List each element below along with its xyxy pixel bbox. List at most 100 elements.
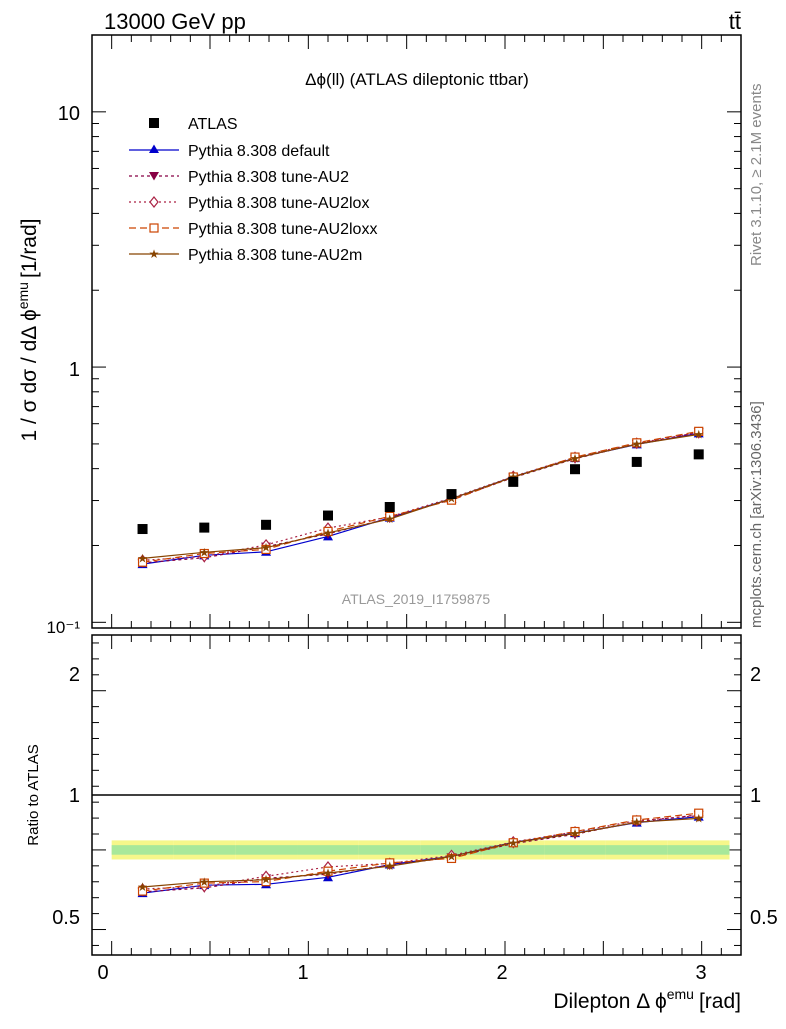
legend-label-atlas: ATLAS <box>188 116 238 133</box>
ratio-band-inner <box>358 845 421 855</box>
series-3-point <box>261 544 271 555</box>
x-axis-label: Dilepton Δ ϕemu [rad] <box>553 986 741 1013</box>
series-3-point <box>694 426 704 436</box>
ratio-4-point: ★ <box>384 859 395 873</box>
series-line-0 <box>142 432 699 565</box>
y-axis-label-main-unit: [1/rad] <box>18 218 41 278</box>
ratio-band-inner <box>605 845 668 855</box>
atlas-data-point <box>323 510 333 521</box>
legend-marker-series-3 <box>149 223 159 233</box>
legend-marker-atlas <box>149 118 159 128</box>
ratio-band-inner <box>235 845 298 855</box>
ratio-line-2 <box>142 815 699 890</box>
ratio-4-point: ★ <box>631 815 642 829</box>
legend-marker-series-1 <box>149 172 159 181</box>
ratio-y-tick-label-0.5: 0.5 <box>52 907 80 929</box>
ratio-4-point: ★ <box>570 827 581 841</box>
x-axis-label-text: Dilepton Δ ϕ <box>553 990 666 1013</box>
ratio-line-3 <box>142 812 699 892</box>
mcplots-label: mcplots.cern.ch [arXiv:1306.3436] <box>748 401 765 628</box>
series-line-4 <box>142 433 699 559</box>
ratio-4-point: ★ <box>323 866 334 880</box>
legend-label-series-3: Pythia 8.308 tune-AU2loxx <box>188 221 377 238</box>
series-3-point <box>199 548 209 559</box>
series-4-point: ★ <box>570 451 581 465</box>
atlas-data-point <box>446 489 457 500</box>
ratio-line-4 <box>142 817 699 888</box>
ratio-3-point <box>385 858 395 868</box>
ratio-4-point: ★ <box>261 873 272 887</box>
ratio-band-inner <box>297 845 359 855</box>
ratio-3-point <box>570 826 580 837</box>
series-4-point: ★ <box>693 427 704 441</box>
ratio-y-tick-label-right-2: 2 <box>750 664 761 686</box>
y-axis-label-main-text: 1 / σ dσ / dΔ ϕ <box>18 309 41 441</box>
legend-label-series-0: Pythia 8.308 default <box>188 143 330 160</box>
series-4-point: ★ <box>631 437 642 451</box>
ratio-4-point: ★ <box>137 880 148 894</box>
ratio-plot-marks: ★ ★ ★ ★ ★ ★ ★ ★ ★ ★ <box>137 808 704 898</box>
ratio-y-tick-label-right-0.5: 0.5 <box>750 907 778 929</box>
series-4-point: ★ <box>137 551 148 565</box>
x-tick-label-1: 1 <box>297 962 308 984</box>
header-right: tt̄ <box>729 9 741 34</box>
x-axis-label-unit: [rad] <box>699 990 741 1013</box>
legend-entry-atlas: ATLAS <box>149 116 238 133</box>
series-4-point: ★ <box>323 526 334 540</box>
legend-entry-series-3: Pythia 8.308 tune-AU2loxx <box>129 221 377 238</box>
ratio-3-point <box>694 808 704 818</box>
ratio-3-point <box>199 878 209 888</box>
x-tick-label-3: 3 <box>695 962 706 984</box>
atlas-data-point <box>631 456 642 467</box>
y-tick-label-10: 10 <box>58 103 80 125</box>
rivet-label: Rivet 3.1.10, ≥ 2.1M events <box>748 84 765 267</box>
x-tick-label-0: 0 <box>97 962 108 984</box>
series-3-point <box>385 511 395 521</box>
atlas-data-point <box>570 464 581 475</box>
legend-label-series-4: Pythia 8.308 tune-AU2m <box>188 247 362 264</box>
legend-marker-series-0 <box>149 144 159 153</box>
legend-entry-series-1: Pythia 8.308 tune-AU2 <box>129 169 349 186</box>
ratio-4-point: ★ <box>199 875 210 889</box>
legend-label-series-1: Pythia 8.308 tune-AU2 <box>188 169 349 186</box>
atlas-data-point <box>199 522 210 533</box>
atlas-data-point <box>384 502 395 513</box>
ratio-3-point <box>323 866 333 876</box>
ratio-band-inner <box>111 845 174 855</box>
ratio-band-inner <box>667 845 730 855</box>
series-line-3 <box>142 430 699 563</box>
ratio-3-point <box>261 877 271 887</box>
y-axis-label-ratio: Ratio to ATLAS <box>25 744 42 845</box>
x-tick-label-2: 2 <box>496 962 507 984</box>
legend-entry-series-2: Pythia 8.308 tune-AU2lox <box>129 195 369 212</box>
atlas-data-point <box>508 476 519 487</box>
ratio-y-tick-label-1: 1 <box>69 785 80 807</box>
ratio-4-point: ★ <box>693 811 704 825</box>
series-4-point: ★ <box>384 512 395 526</box>
main-axis-ticks <box>92 34 742 628</box>
series-4-point: ★ <box>261 541 272 555</box>
ratio-band-inner <box>544 845 606 855</box>
legend-entry-series-0: Pythia 8.308 default <box>129 143 330 160</box>
ratio-band-inner <box>482 845 545 855</box>
ratio-3-point <box>632 815 642 825</box>
header-left: 13000 GeV pp <box>104 9 246 34</box>
legend-marker-series-2 <box>149 196 159 208</box>
series-3-point <box>632 438 642 448</box>
ratio-y-tick-label-right-1: 1 <box>750 785 761 807</box>
legend-marker-series-4: ★ <box>149 247 160 261</box>
atlas-data-point <box>693 449 704 460</box>
legend-entry-series-4: ★ Pythia 8.308 tune-AU2m <box>129 247 362 264</box>
ratio-3-point <box>446 853 457 864</box>
ratio-uncertainty-band <box>111 840 730 860</box>
atlas-data-point <box>137 524 148 535</box>
ratio-4-point: ★ <box>508 836 519 850</box>
main-plot-marks: ★★★★★★★★★★ <box>137 426 704 569</box>
chart-title: Δϕ(ll) (ATLAS dileptonic ttbar) <box>305 70 529 89</box>
atlas-data-point <box>261 519 272 530</box>
ratio-4-point: ★ <box>446 849 457 863</box>
x-axis-label-sup: emu <box>667 986 694 1002</box>
ratio-y-tick-label-2: 2 <box>69 664 80 686</box>
legend: ATLAS Pythia 8.308 default Pythia 8.308 … <box>129 116 377 264</box>
